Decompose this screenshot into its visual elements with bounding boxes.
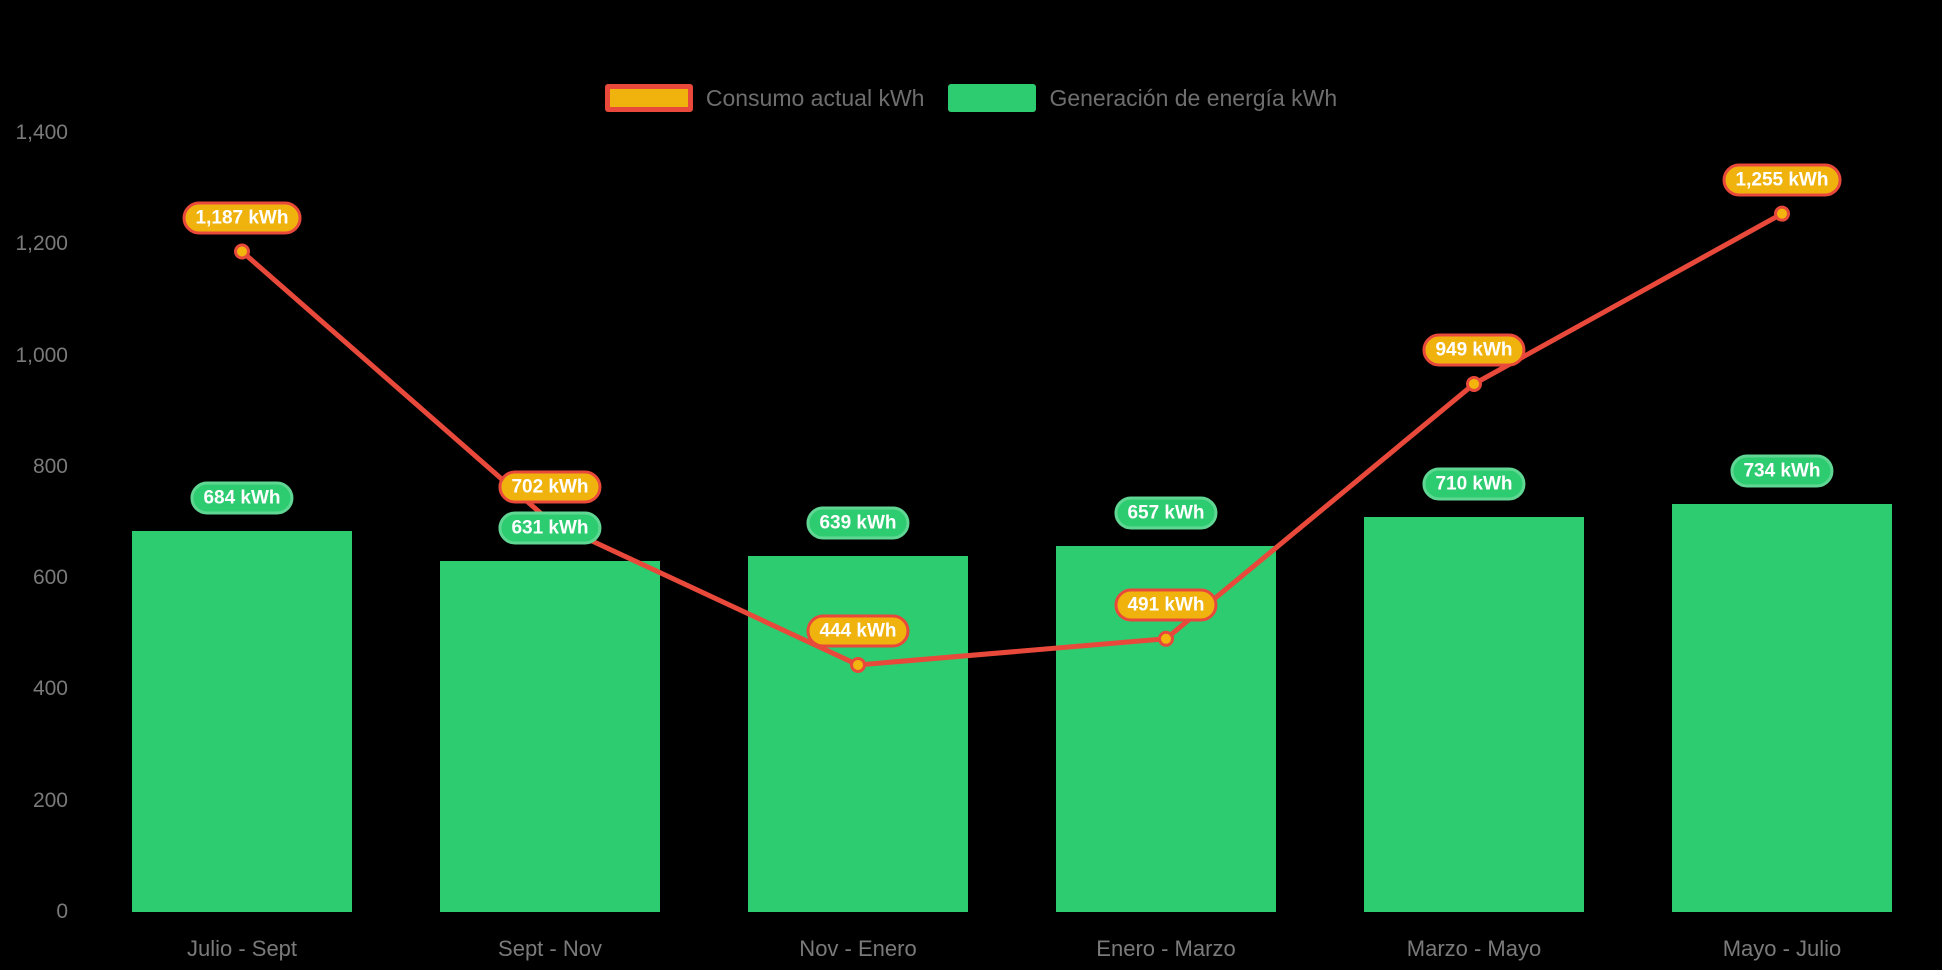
consumo-point-nov-enero[interactable] [850,656,866,673]
consumo-point-marzo-mayo[interactable] [1466,375,1482,392]
x-tick-sept-nov: Sept - Nov [498,936,602,961]
legend-label-generacion: Generación de energía kWh [1049,84,1338,111]
consumo-label-julio-sept: 1,187 kWh [182,201,302,235]
legend-label-consumo: Consumo actual kWh [705,84,925,111]
generacion-label-enero-marzo: 657 kWh [1114,496,1218,530]
y-tick-1-000: 1,000 [15,343,68,367]
consumo-label-nov-enero: 444 kWh [806,614,910,648]
bar-marzo-mayo[interactable] [1364,516,1584,912]
consumo-label-sept-nov: 702 kWh [498,470,602,504]
consumo-label-enero-marzo: 491 kWh [1114,588,1218,622]
consumo-label-mayo-julio: 1,255 kWh [1722,163,1842,197]
consumo-label-marzo-mayo: 949 kWh [1422,333,1526,367]
bar-sept-nov[interactable] [440,560,660,912]
x-tick-enero-marzo: Enero - Marzo [1096,936,1236,961]
x-tick-mayo-julio: Mayo - Julio [1722,936,1842,961]
generacion-label-nov-enero: 639 kWh [806,506,910,540]
legend: Consumo actual kWh Generación de energía… [0,84,1942,112]
x-tick-nov-enero: Nov - Enero [799,936,917,961]
y-tick-800: 800 [32,454,68,478]
bar-julio-sept[interactable] [132,531,352,912]
generacion-label-julio-sept: 684 kWh [190,481,294,515]
consumo-line [239,211,1785,668]
legend-item-consumo[interactable]: Consumo actual kWh [604,84,925,112]
y-tick-1-400: 1,400 [15,121,68,144]
x-tick-julio-sept: Julio - Sept [186,936,298,961]
generacion-label-mayo-julio: 734 kWh [1730,454,1834,488]
generacion-label-marzo-mayo: 710 kWh [1422,467,1526,501]
generacion-swatch-icon [948,84,1037,112]
y-tick-0: 0 [56,900,68,923]
consumo-point-julio-sept[interactable] [234,243,250,260]
consumo-swatch-icon [604,84,693,112]
y-tick-1-200: 1,200 [15,232,68,256]
bar-mayo-julio[interactable] [1672,503,1892,912]
generacion-label-sept-nov: 631 kWh [498,511,602,545]
y-tick-400: 400 [32,677,68,701]
x-tick-marzo-mayo: Marzo - Mayo [1406,936,1542,961]
legend-item-generacion[interactable]: Generación de energía kWh [948,84,1337,112]
consumo-point-mayo-julio[interactable] [1774,205,1790,222]
y-tick-200: 200 [32,788,68,812]
consumo-point-enero-marzo[interactable] [1158,630,1174,647]
y-tick-600: 600 [32,566,68,590]
